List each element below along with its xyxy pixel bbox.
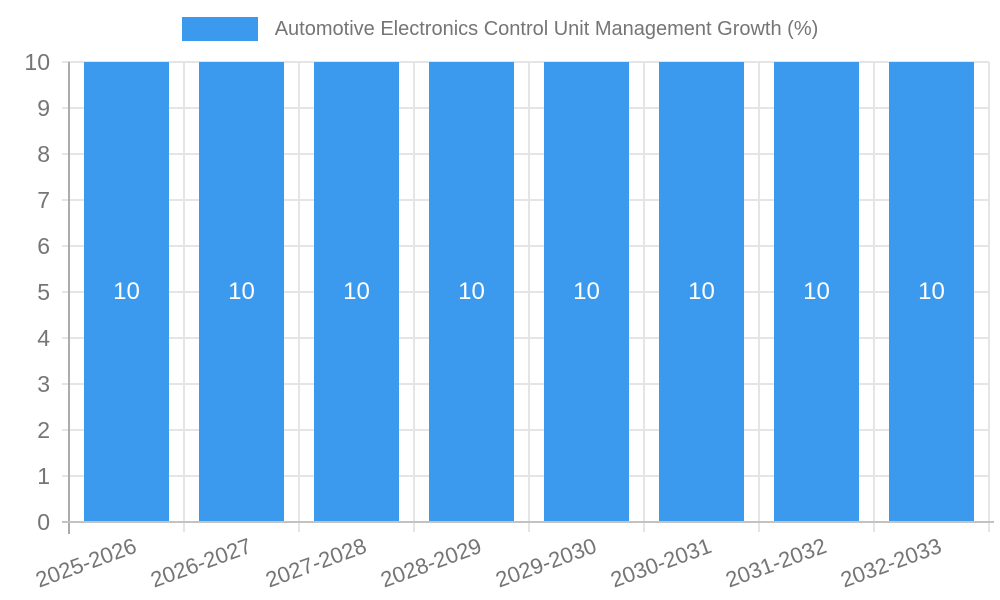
h-gridline: [62, 107, 989, 109]
bar-value-label: 10: [918, 278, 945, 305]
bar-value-label: 10: [573, 278, 600, 305]
y-tick-label: 7: [37, 187, 50, 213]
bar-value-label: 10: [113, 278, 140, 305]
bar[interactable]: [543, 62, 630, 522]
chart-legend[interactable]: Automotive Electronics Control Unit Mana…: [0, 13, 1000, 45]
v-gridline: [413, 62, 415, 532]
y-tick-label: 4: [37, 325, 50, 351]
bar-value-label: 10: [343, 278, 370, 305]
y-tick-label: 9: [37, 95, 50, 121]
y-tick-label: 6: [37, 233, 50, 259]
y-tick-label: 3: [37, 371, 50, 397]
h-gridline: [62, 245, 989, 247]
v-gridline: [643, 62, 645, 532]
h-gridline: [62, 61, 989, 63]
bar[interactable]: [313, 62, 400, 522]
bar[interactable]: [198, 62, 285, 522]
h-gridline: [62, 337, 989, 339]
legend-swatch: [181, 17, 258, 41]
x-tick-label: 2032-2033: [837, 533, 946, 593]
bar[interactable]: [83, 62, 170, 522]
y-tick-label: 10: [24, 49, 50, 75]
x-tick-label: 2028-2029: [377, 533, 486, 593]
v-gridline: [758, 62, 760, 532]
x-axis-labels: 2025-2026 2026-2027 2027-2028 2028-2029 2029…: [33, 522, 989, 600]
h-gridline: [62, 475, 989, 477]
plot-area: 10 10 10 10 10 10 10 10: [62, 61, 994, 534]
bar-value-label: 10: [458, 278, 485, 305]
x-tick-label: 2026-2027: [147, 533, 256, 593]
bar-value-label: 10: [688, 278, 715, 305]
h-gridline: [62, 429, 989, 431]
x-tick-label: 2029-2030: [492, 533, 601, 593]
y-axis-line: [68, 62, 70, 534]
v-gridline: [183, 62, 185, 532]
bar[interactable]: [658, 62, 745, 522]
bar-value-label: 10: [803, 278, 830, 305]
h-gridline: [62, 199, 989, 201]
h-gridline: [62, 153, 989, 155]
bar-value-label: 10: [228, 278, 255, 305]
y-axis-labels: 0 1 2 3 4 5 6 7 8 9 10: [0, 49, 50, 535]
x-axis-line: [62, 521, 994, 523]
h-gridline: [62, 383, 989, 385]
v-gridline: [298, 62, 300, 532]
y-tick-label: 8: [37, 141, 50, 167]
x-tick-label: 2027-2028: [262, 533, 371, 593]
y-tick-label: 1: [37, 463, 50, 489]
y-tick-label: 5: [37, 279, 50, 305]
v-gridline: [873, 62, 875, 532]
x-tick-label: 2031-2032: [722, 533, 831, 593]
y-tick-label: 2: [37, 417, 50, 443]
bar[interactable]: [888, 62, 975, 522]
x-tick-label: 2025-2026: [32, 533, 141, 593]
bar[interactable]: [428, 62, 515, 522]
legend-label: Automotive Electronics Control Unit Mana…: [274, 17, 819, 40]
y-tick-label: 0: [37, 509, 50, 535]
x-tick-label: 2030-2031: [607, 533, 716, 593]
h-gridline: [62, 291, 989, 293]
v-gridline: [988, 62, 990, 532]
bar[interactable]: [773, 62, 860, 522]
v-gridline: [528, 62, 530, 532]
